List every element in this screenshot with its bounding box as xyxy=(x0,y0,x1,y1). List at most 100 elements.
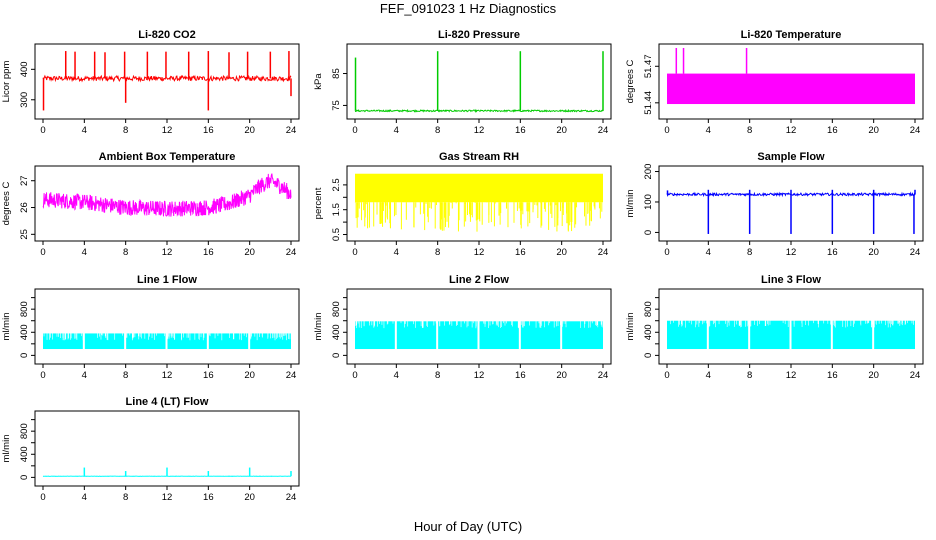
y-tick-label: 800 xyxy=(643,301,654,317)
x-tick-label: 16 xyxy=(515,125,526,136)
x-tick-label: 8 xyxy=(747,370,752,381)
x-tick-label: 0 xyxy=(40,492,45,503)
x-tick-label: 24 xyxy=(910,370,921,381)
panel-ylabel: Licor ppm xyxy=(1,61,12,103)
panel-ylabel: degrees C xyxy=(625,59,636,103)
panel-li-820-pressure: Li-820 Pressure kPa 0 4 8 12 16 20 24 75 85 xyxy=(313,29,612,136)
panel-title: Gas Stream RH xyxy=(439,151,519,163)
panel-title: Line 2 Flow xyxy=(449,274,509,286)
y-tick-label: 26 xyxy=(19,202,30,213)
x-tick-label: 16 xyxy=(827,247,838,258)
y-tick-label: 0.5 xyxy=(331,228,342,241)
panel-frame xyxy=(346,43,612,120)
y-tick-label: 0 xyxy=(643,353,654,358)
x-tick-label: 20 xyxy=(868,370,879,381)
panel-line-2-flow: Line 2 Flow ml/min 0 4 8 12 16 20 24 0 400 800 xyxy=(313,274,612,381)
x-tick-label: 0 xyxy=(352,370,357,381)
series-gap xyxy=(560,320,563,351)
y-tick-label: 85 xyxy=(331,68,342,79)
series-line xyxy=(354,108,604,113)
series-line-3-flow xyxy=(667,319,915,351)
x-tick-label: 8 xyxy=(747,247,752,258)
y-tick-label: 400 xyxy=(19,61,30,77)
series-band xyxy=(355,173,603,203)
panel-ylabel: ml/min xyxy=(1,313,12,341)
y-tick-label: 75 xyxy=(331,100,342,111)
series-line-1-flow xyxy=(43,332,291,351)
x-tick-label: 12 xyxy=(474,247,485,258)
series-ambient-box-temperature xyxy=(42,173,292,217)
series-line xyxy=(42,173,292,217)
panel-ylabel: degrees C xyxy=(1,181,12,225)
panel-line-3-flow: Line 3 Flow ml/min 0 4 8 12 16 20 24 0 400 800 xyxy=(625,274,924,381)
panel-ylabel: percent xyxy=(313,187,324,219)
y-tick-label: 27 xyxy=(19,175,30,186)
x-tick-label: 4 xyxy=(394,247,399,258)
series-gap xyxy=(872,319,875,351)
series-gap xyxy=(830,319,833,351)
panel-title: Li-820 Temperature xyxy=(741,29,842,41)
x-tick-label: 4 xyxy=(82,370,87,381)
x-tick-label: 0 xyxy=(664,125,669,136)
panel-title: Li-820 Pressure xyxy=(438,29,520,41)
series-gap xyxy=(394,320,397,351)
x-tick-label: 24 xyxy=(598,125,609,136)
panel-title: Ambient Box Temperature xyxy=(99,151,236,163)
x-tick-label: 12 xyxy=(786,247,797,258)
x-tick-label: 8 xyxy=(123,370,128,381)
series-gas-stream-rh xyxy=(354,173,603,232)
y-tick-label: 0 xyxy=(331,353,342,358)
x-tick-label: 20 xyxy=(244,370,255,381)
x-tick-label: 20 xyxy=(556,247,567,258)
x-tick-label: 4 xyxy=(394,125,399,136)
series-gap xyxy=(124,332,127,351)
x-tick-label: 24 xyxy=(598,247,609,258)
series-li-820-pressure xyxy=(354,51,604,113)
x-tick-label: 16 xyxy=(203,247,214,258)
series-gap xyxy=(248,332,251,351)
x-tick-label: 20 xyxy=(868,125,879,136)
x-tick-label: 4 xyxy=(394,370,399,381)
y-tick-label: 400 xyxy=(19,446,30,462)
y-tick-label: 400 xyxy=(19,324,30,340)
panel-li-820-co2: Li-820 CO2 Licor ppm 0 4 8 12 16 20 24 300 400 xyxy=(1,29,300,136)
series-li-820-temperature xyxy=(667,48,915,105)
panel-ylabel: ml/min xyxy=(313,313,324,341)
panel-gas-stream-rh: Gas Stream RH percent 0 4 8 12 16 20 24 0.5 1.5 2.5 xyxy=(313,151,612,258)
y-tick-label: 200 xyxy=(643,164,654,180)
x-tick-label: 20 xyxy=(244,125,255,136)
x-tick-label: 16 xyxy=(203,492,214,503)
series-gap xyxy=(748,319,751,351)
panel-ylabel: ml/min xyxy=(1,435,12,463)
x-tick-label: 0 xyxy=(40,247,45,258)
panel-ylabel: ml/min xyxy=(625,190,636,218)
series-line-2-flow xyxy=(355,320,604,351)
series-li-820-co2 xyxy=(42,51,292,111)
x-tick-label: 4 xyxy=(706,370,711,381)
x-tick-label: 16 xyxy=(203,370,214,381)
x-tick-label: 8 xyxy=(123,247,128,258)
y-tick-label: 800 xyxy=(331,301,342,317)
series-gap xyxy=(82,332,85,351)
x-tick-label: 8 xyxy=(435,370,440,381)
x-tick-label: 12 xyxy=(474,370,485,381)
panel-title: Line 1 Flow xyxy=(137,274,197,286)
panel-sample-flow: Sample Flow ml/min 0 4 8 12 16 20 24 0 100 200 xyxy=(625,151,924,258)
x-tick-label: 16 xyxy=(515,370,526,381)
x-tick-label: 8 xyxy=(435,247,440,258)
x-tick-label: 0 xyxy=(664,247,669,258)
y-tick-label: 0 xyxy=(19,475,30,480)
x-tick-label: 20 xyxy=(244,247,255,258)
panel-title: Line 4 (LT) Flow xyxy=(126,396,209,408)
x-tick-label: 0 xyxy=(40,370,45,381)
x-tick-label: 24 xyxy=(286,125,297,136)
x-tick-label: 8 xyxy=(435,125,440,136)
x-tick-label: 24 xyxy=(286,370,297,381)
x-tick-label: 24 xyxy=(286,492,297,503)
x-tick-label: 0 xyxy=(664,370,669,381)
panel-ylabel: ml/min xyxy=(625,313,636,341)
series-gap xyxy=(706,319,709,351)
y-tick-label: 51.47 xyxy=(643,54,654,78)
series-gap xyxy=(789,319,792,351)
y-tick-label: 1.5 xyxy=(331,203,342,216)
